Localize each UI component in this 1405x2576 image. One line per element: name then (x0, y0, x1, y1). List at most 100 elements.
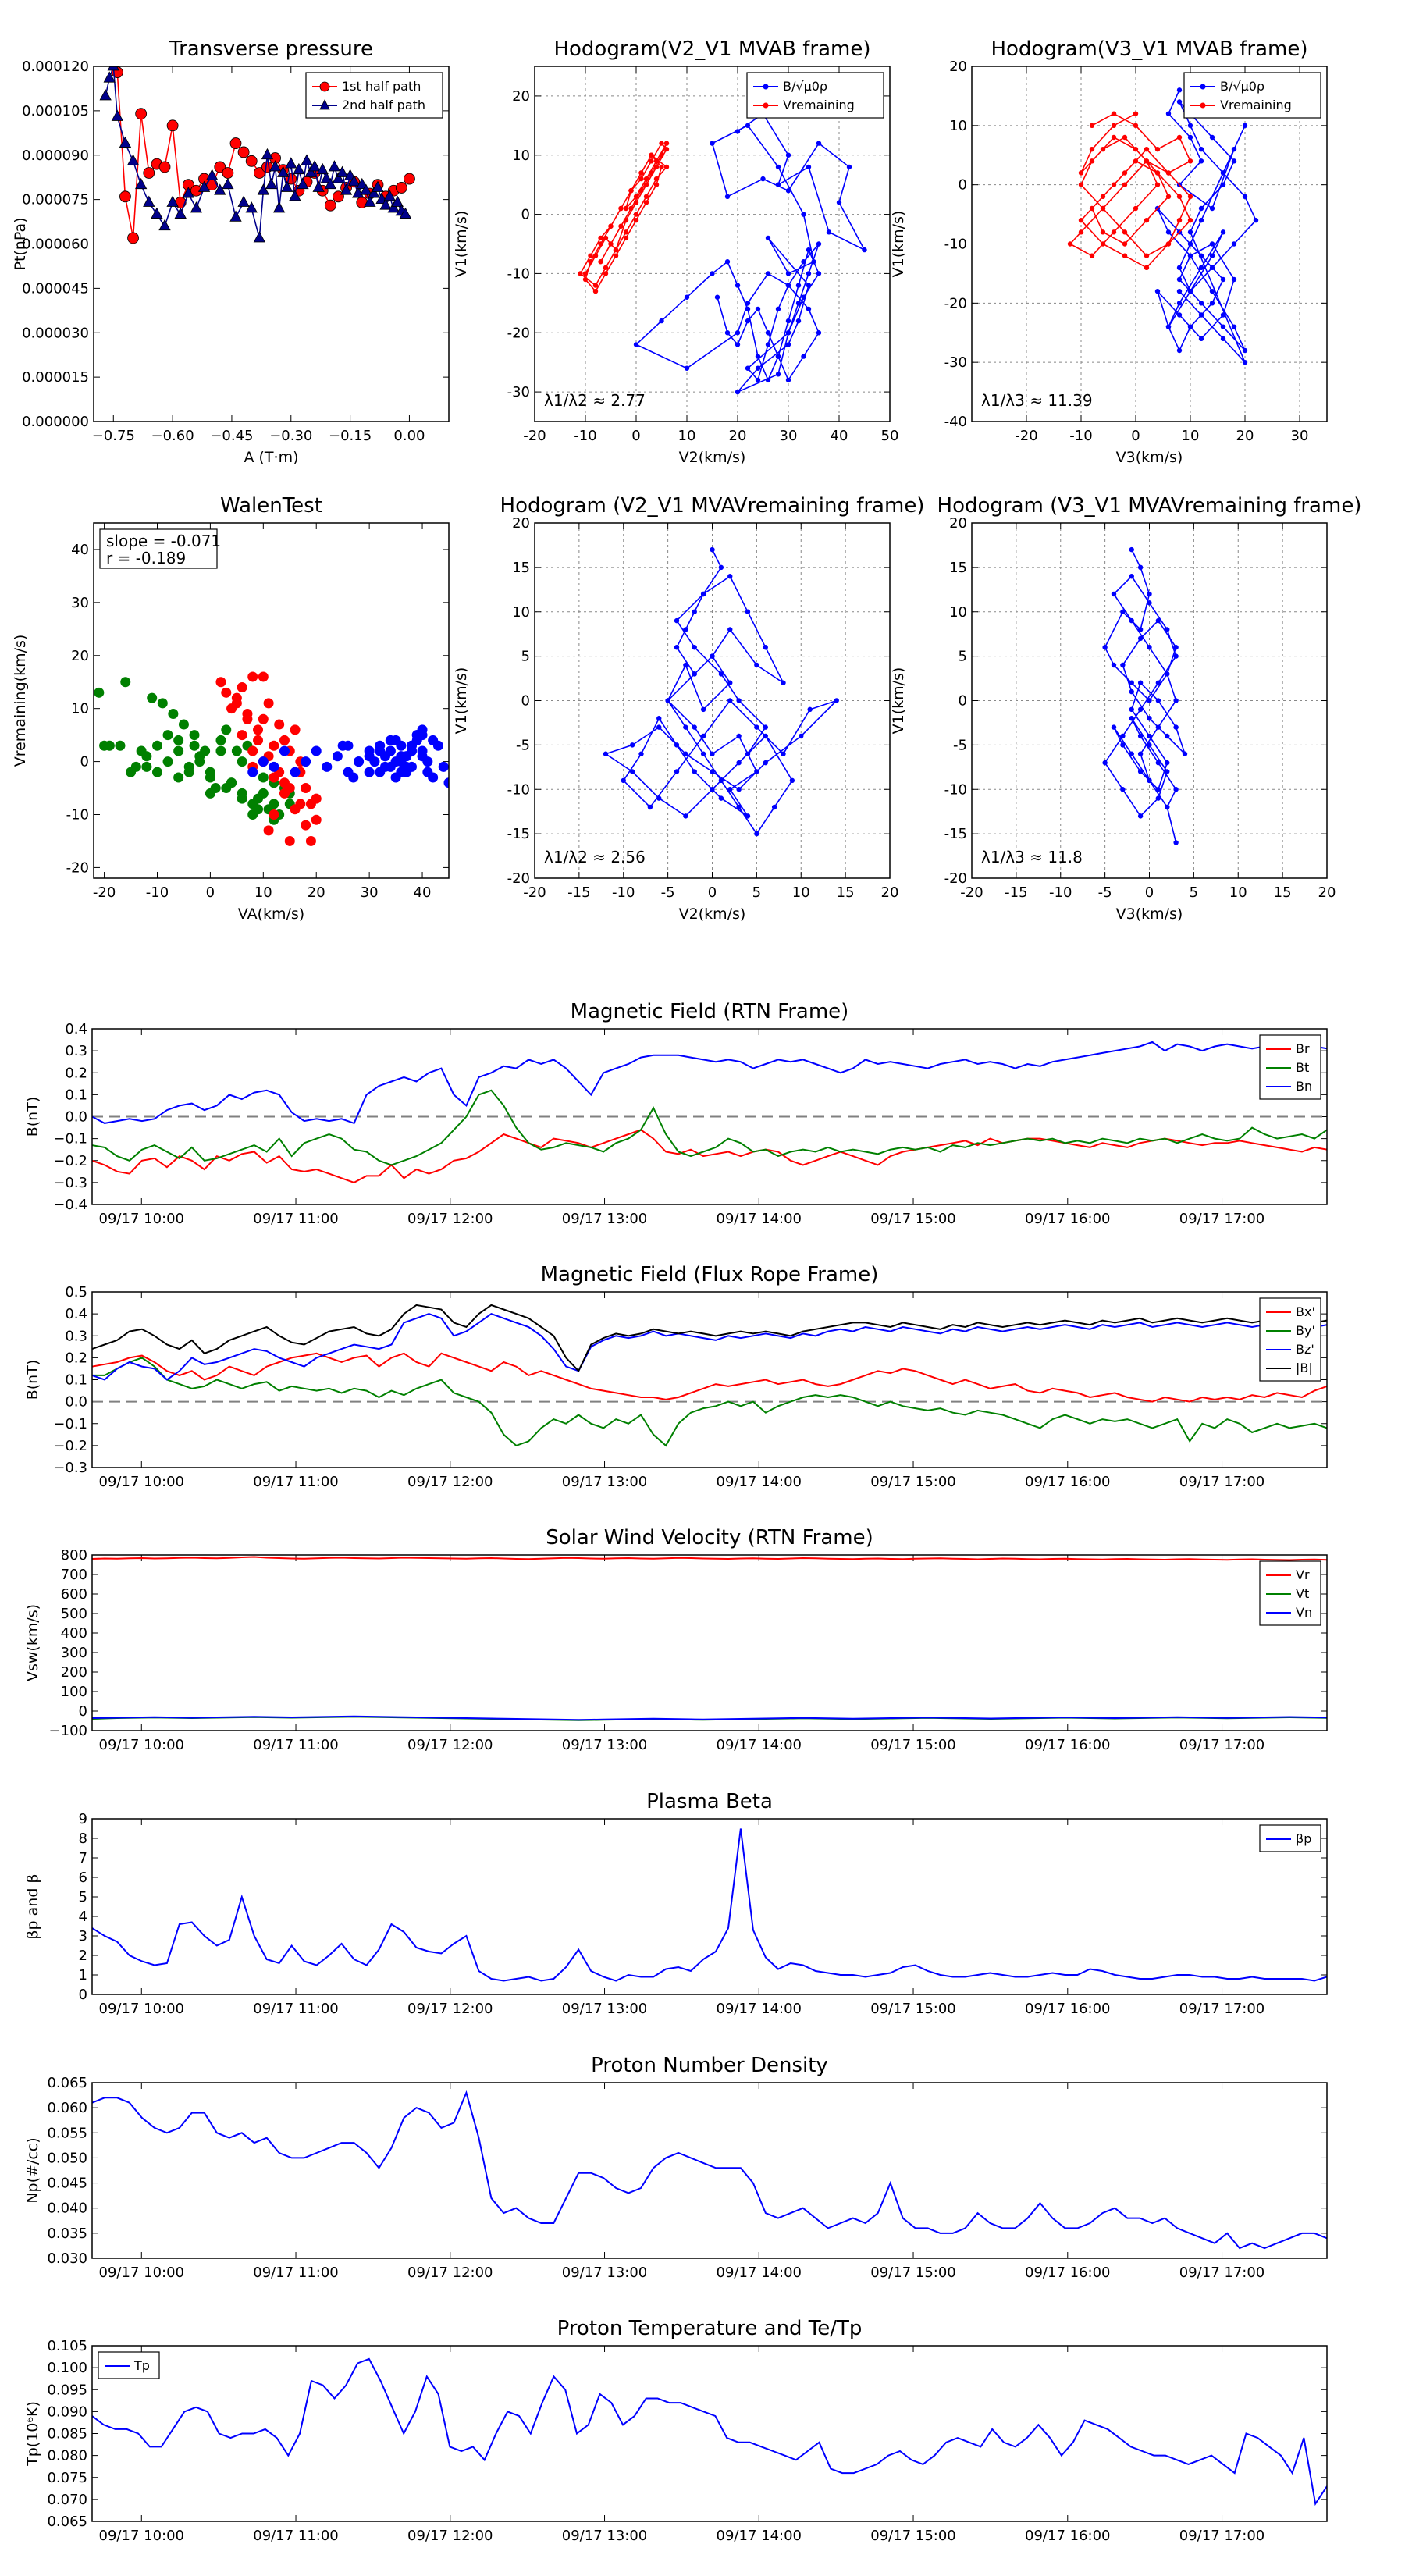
plot-frame (93, 66, 450, 422)
data-point (1144, 253, 1150, 258)
data-point (1144, 265, 1150, 271)
data-point (151, 207, 163, 219)
data-point (1111, 134, 1117, 141)
data-point (755, 306, 761, 312)
x-tick-label: 09/17 17:00 (1179, 2528, 1264, 2544)
y-axis-label: βp and β (24, 1873, 41, 1939)
y-tick-label: 100 (61, 1684, 87, 1700)
data-point (1187, 288, 1193, 294)
data-point (710, 271, 715, 276)
y-tick-label: 0.080 (47, 2448, 87, 2464)
x-tick-label: 09/17 12:00 (407, 1474, 493, 1490)
data-point (727, 627, 733, 632)
data-point (269, 799, 279, 809)
data-point (785, 342, 791, 347)
data-point (1137, 635, 1144, 642)
data-point (1111, 591, 1117, 597)
data-point (765, 271, 771, 276)
data-point (1187, 241, 1193, 247)
data-point (305, 835, 316, 846)
data-point (151, 740, 162, 751)
plot-area (1067, 87, 1259, 365)
data-point (1144, 217, 1150, 223)
x-tick-label: -15 (567, 884, 590, 901)
legend-label: Bz' (1296, 1342, 1314, 1357)
data-point (189, 740, 200, 751)
x-tick-label: 09/17 13:00 (562, 1474, 647, 1490)
ratio-annotation: λ1/λ3 ≈ 11.39 (981, 391, 1093, 410)
data-point (245, 155, 258, 167)
data-point (173, 772, 184, 783)
data-point (789, 777, 795, 784)
data-point (1137, 680, 1144, 685)
chart-title: Transverse pressure (169, 37, 373, 61)
data-point (656, 716, 662, 721)
data-point (603, 235, 609, 241)
data-point (816, 330, 822, 336)
data-point (623, 205, 629, 212)
data-point (683, 627, 688, 632)
y-tick-label: 200 (61, 1664, 87, 1681)
x-tick-label: 10 (1182, 428, 1200, 444)
y-tick-label: -20 (944, 295, 967, 311)
data-point (582, 276, 589, 283)
data-point (231, 745, 242, 756)
data-point (1133, 111, 1139, 116)
data-point (714, 294, 720, 300)
data-point (229, 210, 242, 222)
data-point (189, 730, 200, 741)
data-point (807, 706, 813, 713)
y-tick-label: 0.000105 (22, 103, 89, 119)
data-point (1122, 229, 1128, 235)
x-axis-label: A (T·m) (244, 449, 298, 466)
x-tick-label: −0.15 (329, 428, 372, 444)
chart-proton_density: Proton Number Density 0.030 0.035 0.040 0.04… (24, 2054, 1328, 2281)
data-point (806, 164, 812, 170)
data-point (1242, 123, 1248, 129)
data-point (1089, 158, 1095, 164)
data-point (237, 793, 247, 804)
data-point (205, 767, 215, 777)
data-point (745, 301, 751, 306)
legend-label: Bn (1296, 1079, 1312, 1094)
data-point (727, 680, 733, 685)
x-tick-label: 20 (308, 884, 325, 901)
data-point (1198, 205, 1204, 212)
y-tick-label: 8 (79, 1831, 87, 1847)
y-axis-label: Vsw(km/s) (24, 1604, 41, 1681)
series-line (604, 549, 838, 835)
data-point (269, 761, 279, 772)
y-tick-label: −0.3 (53, 1460, 87, 1476)
data-point (618, 223, 624, 229)
data-point (265, 177, 278, 190)
data-point (724, 259, 731, 265)
data-point (735, 330, 741, 336)
legend-marker (1200, 102, 1206, 109)
data-point (795, 301, 802, 306)
stats-box (99, 528, 218, 569)
data-point (103, 71, 116, 83)
data-point (736, 760, 742, 766)
data-point (1176, 276, 1183, 283)
data-point (311, 745, 322, 756)
data-point (385, 745, 396, 756)
data-point (785, 283, 791, 288)
data-point (126, 154, 140, 165)
data-point (834, 698, 839, 703)
legend-label: |B| (1296, 1361, 1313, 1375)
data-point (328, 160, 341, 172)
x-tick-label: 0 (206, 884, 215, 901)
data-point (724, 194, 731, 200)
data-point (390, 735, 401, 745)
y-tick-label: -30 (944, 354, 967, 371)
data-point (115, 740, 126, 751)
data-point (190, 201, 203, 213)
data-point (1165, 229, 1172, 235)
y-tick-label: −100 (49, 1723, 87, 1739)
chart-title: Hodogram (V2_V1 MVAVremaining frame) (500, 494, 925, 518)
x-tick-label: 10 (792, 884, 810, 901)
data-point (755, 354, 761, 359)
data-point (736, 804, 742, 810)
data-point (727, 574, 733, 579)
